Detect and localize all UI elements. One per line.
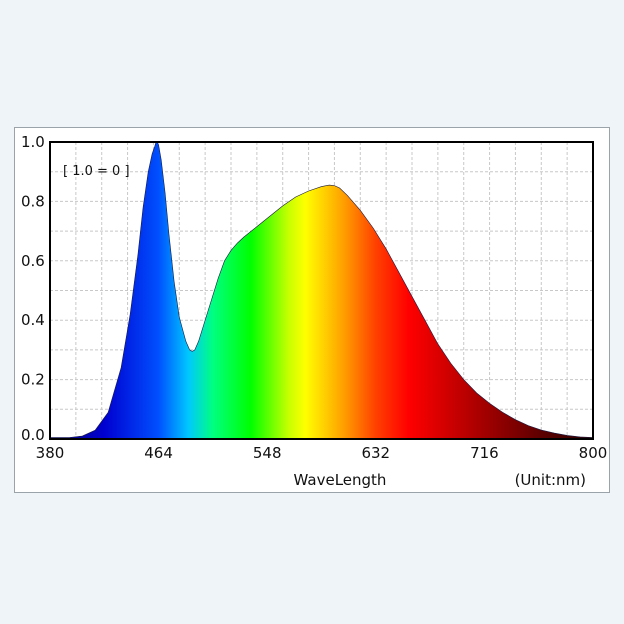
- y-tick-label: 0.0: [21, 426, 45, 444]
- y-tick-label: 1.0: [21, 133, 45, 151]
- y-tick-label: 0.4: [21, 311, 45, 329]
- spectrum-area: [49, 141, 594, 440]
- y-tick-label: 0.2: [21, 371, 45, 389]
- x-tick-label: 380: [36, 444, 65, 462]
- x-tick-label: 548: [253, 444, 282, 462]
- plot-frame: [49, 141, 594, 440]
- spectrum-chart: 0.0 0.2 0.4 0.6 0.8 1.0 380 464 548 632 716 800 [ …: [21, 133, 608, 489]
- y-tick-label: 0.6: [21, 252, 45, 270]
- scale-note: [ 1.0 = 0 ]: [63, 164, 130, 179]
- x-tick-label: 632: [361, 444, 390, 462]
- chart-panel: 0.0 0.2 0.4 0.6 0.8 1.0 380 464 548 632 716 800 [ …: [14, 127, 610, 493]
- y-axis-ticks: 0.0 0.2 0.4 0.6 0.8 1.0: [21, 133, 45, 444]
- x-axis-label: WaveLength: [294, 471, 387, 489]
- unit-label: (Unit:nm): [515, 471, 586, 489]
- x-tick-label: 716: [470, 444, 499, 462]
- y-tick-label: 0.8: [21, 192, 45, 210]
- x-axis-ticks: 380 464 548 632 716 800: [36, 444, 608, 462]
- x-tick-label: 800: [579, 444, 608, 462]
- x-tick-label: 464: [144, 444, 173, 462]
